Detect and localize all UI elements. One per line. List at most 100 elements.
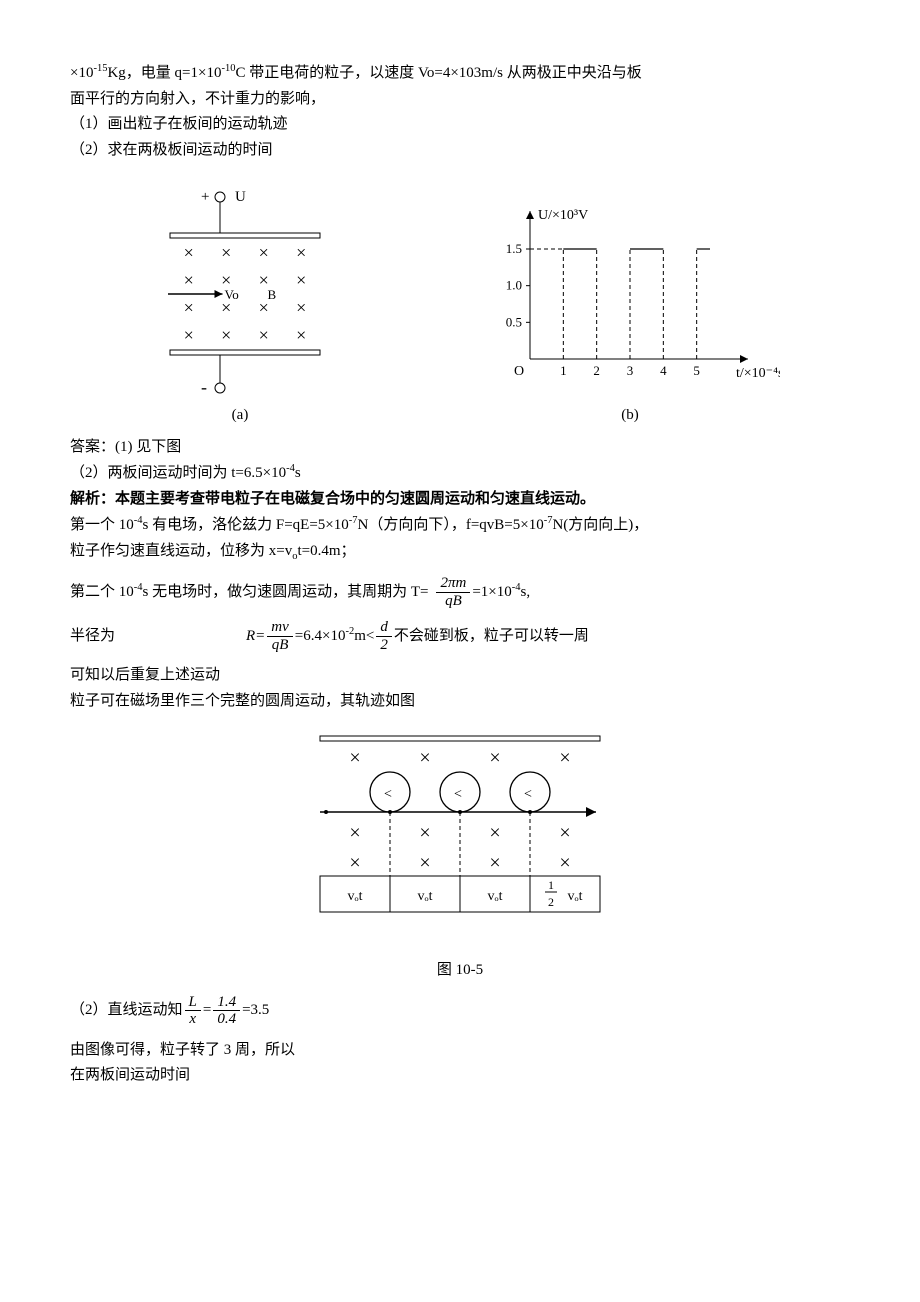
- svg-text:vₒt: vₒt: [418, 889, 433, 904]
- svg-text:×: ×: [419, 747, 430, 769]
- numerator: 1.4: [213, 994, 240, 1012]
- svg-text:U: U: [235, 189, 246, 205]
- svg-text:Vo: Vo: [225, 287, 239, 302]
- svg-text:0.5: 0.5: [506, 314, 522, 329]
- answer-line1: 答案：(1) 见下图: [70, 435, 850, 461]
- txt: Kg，电量 q=1×10: [107, 65, 221, 81]
- denominator: x: [185, 1011, 201, 1028]
- svg-text:×: ×: [559, 822, 570, 844]
- svg-text:×: ×: [221, 325, 231, 345]
- svg-text:<: <: [454, 787, 462, 802]
- svg-text:B: B: [268, 287, 277, 302]
- figure-b-caption: (b): [621, 403, 639, 429]
- equation-period: 第二个 10-4s 无电场时，做匀速圆周运动，其周期为 T= 2πm qB =1…: [70, 575, 850, 609]
- svg-text:2: 2: [593, 363, 600, 378]
- question-2: （2）求在两极板间运动的时间: [70, 138, 850, 164]
- txt: 半径为: [70, 624, 240, 650]
- txt: 粒子作匀速直线运动，位移为 x=v: [70, 543, 292, 559]
- txt: 不会碰到板，粒子可以转一周: [394, 624, 589, 650]
- txt: =: [203, 998, 211, 1024]
- txt: ×10: [70, 65, 93, 81]
- denominator: qB: [267, 637, 293, 654]
- sup: -7: [349, 515, 358, 526]
- fraction-Lx: L x: [185, 994, 201, 1028]
- analysis-p2: 粒子作匀速直线运动，位移为 x=vot=0.4m；: [70, 539, 850, 566]
- svg-text:×: ×: [184, 242, 194, 262]
- svg-text:×: ×: [349, 822, 360, 844]
- intro-line2: 面平行的方向射入，不计重力的影响，: [70, 87, 850, 113]
- txt: s 有电场，洛伦兹力 F=qE=5×10: [143, 517, 349, 533]
- analysis-p1: 第一个 10-4s 有电场，洛伦兹力 F=qE=5×10-7N（方向向下），f=…: [70, 512, 850, 539]
- figure-c: ××××<<<××××××××vₒtvₒtvₒt12vₒt: [300, 724, 620, 944]
- svg-text:1.5: 1.5: [506, 241, 522, 256]
- sup: -4: [134, 515, 143, 526]
- svg-text:×: ×: [349, 747, 360, 769]
- svg-text:×: ×: [419, 852, 430, 874]
- fraction-1404: 1.4 0.4: [213, 994, 240, 1028]
- txt: 第一个 10: [70, 517, 134, 533]
- figure-b: U/×10³Vt/×10⁻⁴sO0.51.01.512345: [480, 199, 780, 399]
- svg-text:1.0: 1.0: [506, 278, 522, 293]
- svg-text:×: ×: [259, 325, 269, 345]
- txt: =6.4×10: [295, 628, 346, 644]
- sup: -4: [286, 463, 295, 474]
- tail-line3: 在两板间运动时间: [70, 1063, 850, 1089]
- txt: =3.5: [242, 998, 269, 1024]
- txt: C 带正电荷的粒子，以速度 Vo=4×103m/s 从两极正中央沿与板: [235, 65, 641, 81]
- txt: =1×10-4s,: [472, 579, 530, 606]
- txt: s,: [521, 584, 531, 600]
- txt: =1×10: [472, 584, 511, 600]
- svg-text:×: ×: [296, 270, 306, 290]
- svg-text:×: ×: [559, 852, 570, 874]
- fraction-d2: d 2: [376, 619, 392, 653]
- svg-text:×: ×: [489, 822, 500, 844]
- svg-text:×: ×: [296, 297, 306, 317]
- fraction-period: 2πm qB: [436, 575, 470, 609]
- txt: 第二个 10-4s 无电场时，做匀速圆周运动，其周期为 T=: [70, 579, 428, 606]
- svg-text:×: ×: [296, 242, 306, 262]
- sup: -2: [345, 626, 354, 637]
- txt: R=: [246, 624, 265, 650]
- svg-text:<: <: [384, 787, 392, 802]
- svg-text:-: -: [201, 377, 207, 397]
- svg-text:<: <: [524, 787, 532, 802]
- svg-text:×: ×: [489, 747, 500, 769]
- txt: 第二个 10: [70, 584, 134, 600]
- svg-text:vₒt: vₒt: [348, 889, 363, 904]
- svg-text:2: 2: [548, 895, 554, 909]
- sup: -4: [512, 582, 521, 593]
- txt: s: [295, 465, 301, 481]
- svg-text:O: O: [514, 364, 524, 379]
- figure-c-block: ××××<<<××××××××vₒtvₒtvₒt12vₒt 图 10-5: [70, 724, 850, 984]
- svg-text:×: ×: [184, 325, 194, 345]
- numerator: mv: [267, 619, 293, 637]
- txt: t=0.4m；: [297, 543, 355, 559]
- svg-text:vₒt: vₒt: [488, 889, 503, 904]
- txt: （2）两板间运动时间为 t=6.5×10: [70, 465, 286, 481]
- analysis-heading: 解析：本题主要考查带电粒子在电磁复合场中的匀速圆周运动和匀速直线运动。: [70, 487, 850, 513]
- sup: -10: [221, 63, 235, 74]
- question-1: （1）画出粒子在板间的运动轨迹: [70, 112, 850, 138]
- equation-ratio: （2）直线运动知 L x = 1.4 0.4 =3.5: [70, 994, 850, 1028]
- svg-text:t/×10⁻⁴s: t/×10⁻⁴s: [736, 366, 780, 381]
- sup: -4: [134, 582, 143, 593]
- svg-text:×: ×: [559, 747, 570, 769]
- svg-text:×: ×: [184, 297, 194, 317]
- numerator: L: [185, 994, 201, 1012]
- txt: =6.4×10-2m<: [295, 623, 375, 650]
- figure-c-caption: 图 10-5: [437, 958, 483, 984]
- numerator: 2πm: [436, 575, 470, 593]
- svg-text:×: ×: [349, 852, 360, 874]
- equation-radius: 半径为 R= mv qB =6.4×10-2m< d 2 不会碰到板，粒子可以转…: [70, 619, 850, 653]
- svg-text:1: 1: [560, 363, 567, 378]
- figure-a-caption: (a): [232, 403, 249, 429]
- svg-text:U/×10³V: U/×10³V: [538, 208, 588, 223]
- svg-text:×: ×: [419, 822, 430, 844]
- svg-text:5: 5: [693, 363, 700, 378]
- svg-text:×: ×: [259, 242, 269, 262]
- svg-text:×: ×: [296, 325, 306, 345]
- figure-a: +U-××××××××××××××××VoB: [140, 179, 340, 399]
- sup: -15: [93, 63, 107, 74]
- figure-b-col: U/×10³Vt/×10⁻⁴sO0.51.01.512345 (b): [480, 199, 780, 429]
- svg-text:+: +: [201, 189, 209, 205]
